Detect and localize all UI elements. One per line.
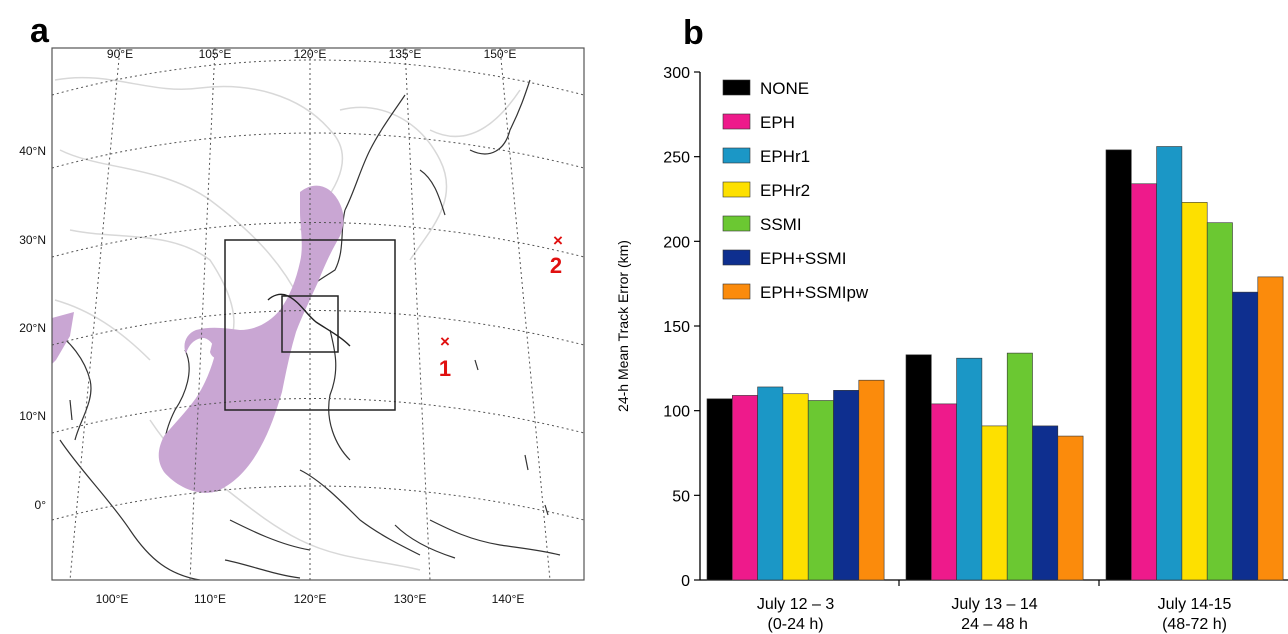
bar xyxy=(981,425,1008,581)
x-tick-label: July 12 – 3 xyxy=(757,596,834,613)
outer-domain-box xyxy=(224,239,396,411)
shaded-region xyxy=(158,185,344,493)
bottom-lon-label: 130°E xyxy=(394,592,427,606)
y-tick-label: 100 xyxy=(663,404,690,421)
map-body xyxy=(52,48,584,580)
y-tick-label: 50 xyxy=(672,488,690,505)
lat-label: 20°N xyxy=(19,321,46,335)
shaded-region-west xyxy=(52,312,74,364)
bar xyxy=(930,403,957,581)
legend-swatch xyxy=(722,283,751,300)
bottom-lon-label: 100°E xyxy=(96,592,129,606)
top-lon-label: 135°E xyxy=(389,47,422,61)
bar xyxy=(757,386,784,581)
legend-swatch xyxy=(722,147,751,164)
bar xyxy=(1232,291,1259,581)
x-tick-label: July 14-15 xyxy=(1158,596,1232,613)
map-frame xyxy=(51,47,585,581)
y-axis-title: 24-h Mean Track Error (km) xyxy=(615,240,631,412)
legend-label: EPHr1 xyxy=(760,147,810,166)
panel-a-label: a xyxy=(30,12,50,50)
x-tick-label: (0-24 h) xyxy=(768,616,824,633)
y-tick-label: 150 xyxy=(663,319,690,336)
bar-chart-panel: b 24-h Mean Track Error (km) 0 50 100 150 20… xyxy=(615,14,1288,633)
marker-1-label: 1 xyxy=(439,356,451,381)
graticule xyxy=(52,48,584,580)
bar xyxy=(1105,149,1132,581)
legend-label: NONE xyxy=(760,79,809,98)
y-tick-label: 300 xyxy=(663,65,690,82)
bar xyxy=(1006,352,1033,581)
top-lon-label: 120°E xyxy=(294,47,327,61)
bar xyxy=(1206,222,1233,581)
bottom-lon-label: 110°E xyxy=(194,592,226,606)
marker-1-x: × xyxy=(440,332,450,351)
x-tick-label: 24 – 48 h xyxy=(961,616,1028,633)
bottom-lon-label: 140°E xyxy=(492,592,525,606)
lat-label: 30°N xyxy=(19,233,46,247)
marker-2-label: 2 xyxy=(550,253,562,278)
legend-swatch xyxy=(722,249,751,266)
bar xyxy=(1156,146,1183,581)
bar xyxy=(1257,276,1284,581)
legend-label: EPH+SSMI xyxy=(760,249,846,268)
y-tick-label: 0 xyxy=(681,573,690,590)
bar xyxy=(833,390,860,581)
marker-2-x: × xyxy=(553,231,563,250)
chart-layer: 0 50 100 150 200 250 300 July 12 – 3 (0-24 h) Jul… xyxy=(663,65,1288,633)
bar xyxy=(731,395,758,581)
x-tick-label: (48-72 h) xyxy=(1162,616,1227,633)
legend-swatch xyxy=(722,113,751,130)
y-tick-label: 200 xyxy=(663,234,690,251)
top-lon-label: 105°E xyxy=(199,47,232,61)
legend-label: SSMI xyxy=(760,215,802,234)
bar xyxy=(1181,202,1208,581)
bar xyxy=(1032,425,1059,581)
y-tick-label: 250 xyxy=(663,150,690,167)
legend-swatch xyxy=(722,79,751,96)
bar xyxy=(905,354,932,581)
top-lon-label: 150°E xyxy=(484,47,517,61)
land-outline-faint xyxy=(54,76,521,571)
legend-label: EPH xyxy=(760,113,795,132)
bar xyxy=(782,393,809,581)
bar xyxy=(706,398,733,581)
legend-label: EPHr2 xyxy=(760,181,810,200)
bottom-lon-label: 120°E xyxy=(294,592,327,606)
legend-swatch xyxy=(722,181,751,198)
shaded-region-hainan xyxy=(210,342,229,360)
top-lon-label: 90°E xyxy=(107,47,133,61)
legend-swatch xyxy=(722,215,751,232)
inner-domain-box xyxy=(281,295,339,353)
bar xyxy=(1057,435,1084,581)
bar xyxy=(1131,183,1157,581)
storm-track xyxy=(267,293,351,347)
map-panel: a xyxy=(19,12,585,606)
bar xyxy=(858,379,885,581)
bar xyxy=(956,357,983,581)
lat-label: 0° xyxy=(35,498,47,512)
panel-b-label: b xyxy=(683,14,704,52)
bar xyxy=(807,400,834,581)
lat-label: 40°N xyxy=(19,144,46,158)
lat-label: 10°N xyxy=(19,409,46,423)
x-tick-label: July 13 – 14 xyxy=(951,596,1037,613)
legend-label: EPH+SSMIpw xyxy=(760,283,869,302)
